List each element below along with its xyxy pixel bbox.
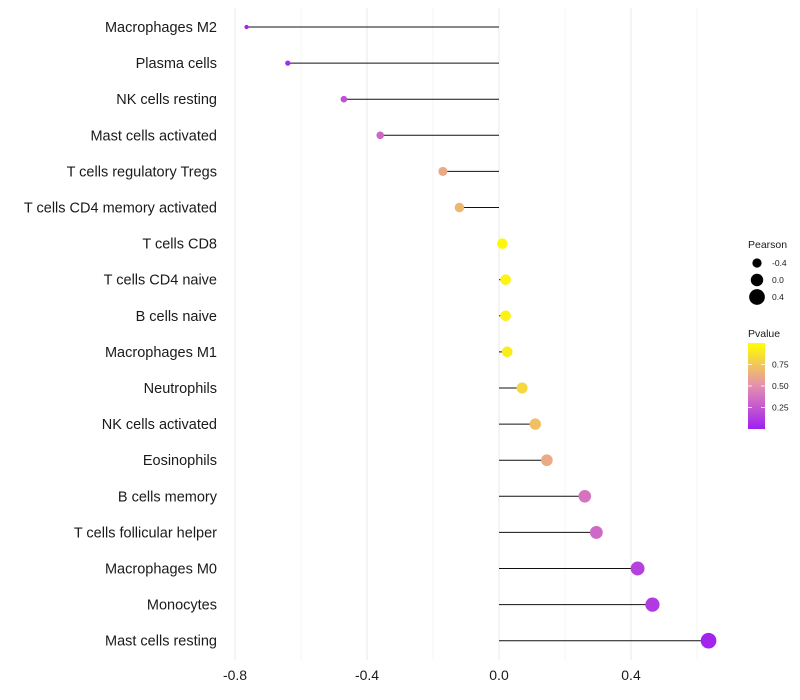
x-axis-ticks: -0.8 -0.4 0.0 0.4 (223, 667, 641, 683)
category-label: B cells naive (136, 309, 217, 325)
x-tick-label: 0.4 (621, 667, 641, 683)
stem-layer (246, 26, 709, 642)
dot-layer (244, 24, 717, 649)
category-label: Monocytes (147, 598, 217, 614)
color-legend-label: 0.50 (772, 381, 789, 391)
category-label: Mast cells activated (90, 128, 217, 144)
lollipop-dot (501, 346, 513, 358)
lollipop-dot (500, 274, 511, 286)
lollipop-dot (497, 238, 508, 249)
lollipop-dot (500, 310, 511, 322)
color-legend-label: 0.75 (772, 360, 789, 370)
size-legend-title: Pearson (748, 239, 787, 251)
color-legend-title: Pvalue (748, 328, 780, 340)
size-legend: Pearson -0.4 0.0 0.4 (748, 239, 787, 305)
color-legend: Pvalue 0.75 0.50 0.25 (748, 328, 789, 429)
category-label: NK cells activated (102, 417, 217, 433)
category-label: Mast cells resting (105, 634, 217, 650)
size-legend-dot (749, 289, 765, 305)
lollipop-dot (529, 418, 541, 430)
x-tick-label: -0.8 (223, 667, 247, 683)
category-label: T cells CD4 memory activated (24, 201, 217, 217)
category-label: Macrophages M0 (105, 562, 217, 578)
lollipop-dot (340, 95, 348, 103)
lollipop-dot (285, 60, 291, 66)
lollipop-dot (645, 597, 660, 612)
category-label: T cells regulatory Tregs (67, 164, 217, 180)
size-legend-dot (752, 258, 762, 268)
lollipop-dot (578, 490, 592, 503)
category-label: Macrophages M2 (105, 20, 217, 36)
lollipop-dot (454, 202, 465, 213)
category-label: Neutrophils (144, 381, 217, 397)
category-label: NK cells resting (116, 92, 217, 108)
size-legend-label: -0.4 (772, 258, 787, 268)
lollipop-dot (244, 24, 249, 30)
lollipop-dot (438, 166, 448, 176)
category-label: B cells memory (118, 489, 218, 505)
size-legend-label: 0.4 (772, 292, 784, 302)
lollipop-dot (589, 525, 603, 539)
lollipop-dot (541, 454, 553, 467)
category-label: Eosinophils (143, 453, 217, 469)
category-label: T cells CD8 (142, 237, 217, 253)
category-label: T cells CD4 naive (104, 273, 217, 289)
lollipop-dot (516, 382, 528, 394)
category-labels: Macrophages M2 Plasma cells NK cells resti… (24, 20, 218, 650)
category-label: Macrophages M1 (105, 345, 217, 361)
lollipop-dot (700, 632, 717, 649)
x-tick-label: 0.0 (489, 667, 509, 683)
size-legend-dot (750, 273, 764, 287)
size-legend-label: 0.0 (772, 275, 784, 285)
x-tick-label: -0.4 (355, 667, 379, 683)
lollipop-dot (630, 561, 645, 576)
category-label: Plasma cells (136, 56, 217, 72)
lollipop-dot (376, 131, 384, 140)
color-bar (748, 343, 765, 429)
grid-layer (234, 8, 698, 660)
color-legend-label: 0.25 (772, 403, 789, 413)
category-label: T cells follicular helper (74, 525, 217, 541)
